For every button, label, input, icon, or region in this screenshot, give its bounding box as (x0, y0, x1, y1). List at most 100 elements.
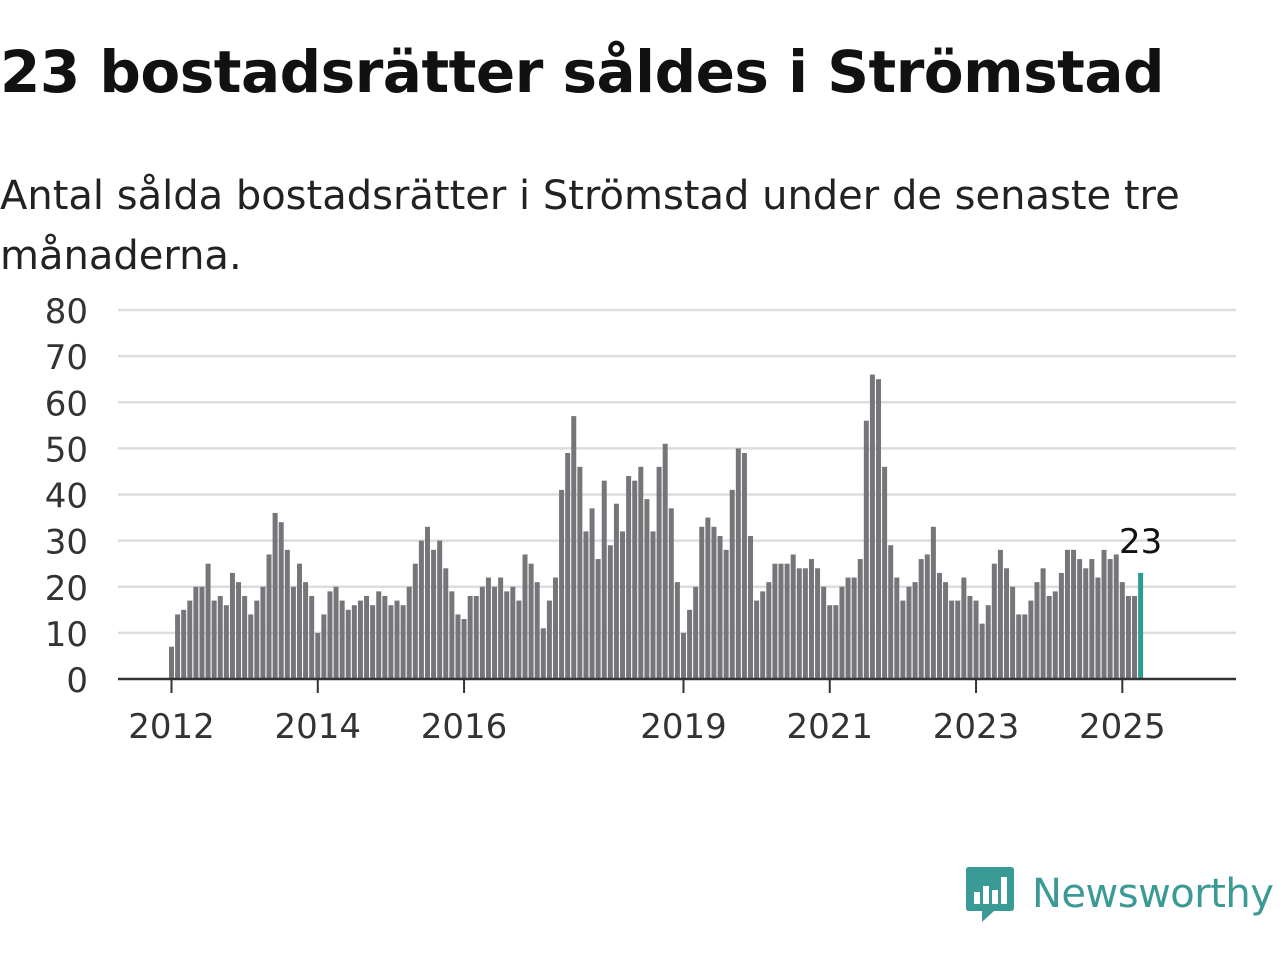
bar (632, 480, 638, 679)
bar (1016, 614, 1022, 679)
bar (1113, 554, 1119, 679)
x-tick-label: 2012 (128, 707, 215, 747)
bar (796, 568, 802, 679)
bar (1034, 582, 1040, 679)
bar (394, 600, 400, 679)
bar (650, 531, 656, 679)
bar (766, 582, 772, 679)
bars (169, 374, 1144, 679)
bar (1083, 568, 1089, 679)
bar (693, 586, 699, 679)
bar (449, 591, 455, 679)
bar (699, 526, 705, 679)
bar (912, 582, 918, 679)
bar (431, 549, 437, 679)
bar (735, 448, 741, 679)
bar (211, 600, 217, 679)
bar (729, 489, 735, 679)
bar (815, 568, 821, 679)
bar (1107, 559, 1113, 679)
bar (967, 595, 973, 679)
bar (492, 586, 498, 679)
bar (863, 420, 869, 679)
bar (400, 605, 406, 679)
bar (979, 623, 985, 679)
bar (821, 586, 827, 679)
bar (1046, 595, 1052, 679)
bar (601, 480, 607, 679)
bar (894, 577, 900, 679)
bar (1010, 586, 1016, 679)
bar (973, 600, 979, 679)
bar (552, 577, 558, 679)
brand-name: Newsworthy (1032, 871, 1274, 917)
bar (345, 609, 351, 679)
bar (290, 586, 296, 679)
bar (845, 577, 851, 679)
bar (175, 614, 181, 679)
bar (1052, 591, 1058, 679)
bar (169, 646, 174, 679)
bar (906, 586, 912, 679)
chart-subtitle: Antal sålda bostadsrätter i Strömstad un… (0, 173, 1180, 279)
bar (1004, 568, 1010, 679)
x-tick-label: 2019 (640, 707, 727, 747)
bar (333, 586, 339, 679)
bar (242, 595, 248, 679)
bar (833, 605, 839, 679)
bar (1028, 600, 1034, 679)
bar (266, 554, 272, 679)
bar (229, 572, 235, 679)
bar (205, 563, 211, 679)
bar (930, 526, 936, 679)
bar (303, 582, 309, 679)
bar (1125, 595, 1131, 679)
bar (534, 582, 540, 679)
y-tick-label: 50 (45, 430, 88, 470)
bar (364, 595, 370, 679)
bar (437, 540, 443, 679)
bar (748, 536, 754, 679)
bar (900, 600, 906, 679)
bar (638, 466, 644, 679)
bar (620, 531, 626, 679)
y-tick-label: 70 (45, 338, 88, 378)
bar (498, 577, 504, 679)
bar (327, 591, 333, 679)
bar (357, 600, 363, 679)
bar (674, 582, 680, 679)
bar (687, 609, 693, 679)
x-tick-label: 2023 (933, 707, 1020, 747)
bar (510, 586, 516, 679)
newsworthy-logo-icon (966, 867, 1014, 922)
y-tick-label: 10 (45, 615, 88, 655)
bar (662, 443, 668, 679)
bar (540, 628, 546, 679)
bar (924, 554, 930, 679)
bar (370, 605, 376, 679)
bar (236, 582, 242, 679)
bar (991, 563, 997, 679)
chart-title: 23 bostadsrätter såldes i Strömstad (0, 38, 1165, 106)
bar (528, 563, 534, 679)
bar (644, 499, 650, 679)
x-tick-label: 2016 (421, 707, 508, 747)
bar (985, 605, 991, 679)
bar (589, 508, 595, 679)
bar (1077, 559, 1083, 679)
bar (181, 609, 187, 679)
bar (595, 559, 601, 679)
bar (656, 466, 662, 679)
bar (626, 476, 632, 679)
bar (851, 577, 857, 679)
bar (296, 563, 302, 679)
x-axis-labels: 2012 2014 2016 2019 2021 2023 2025 (128, 707, 1165, 747)
annotations: 23 (1119, 522, 1162, 562)
bar (412, 563, 418, 679)
bar (467, 595, 473, 679)
bar (717, 536, 723, 679)
bar (1064, 549, 1070, 679)
bar (741, 452, 747, 679)
y-tick-label: 40 (45, 477, 88, 517)
